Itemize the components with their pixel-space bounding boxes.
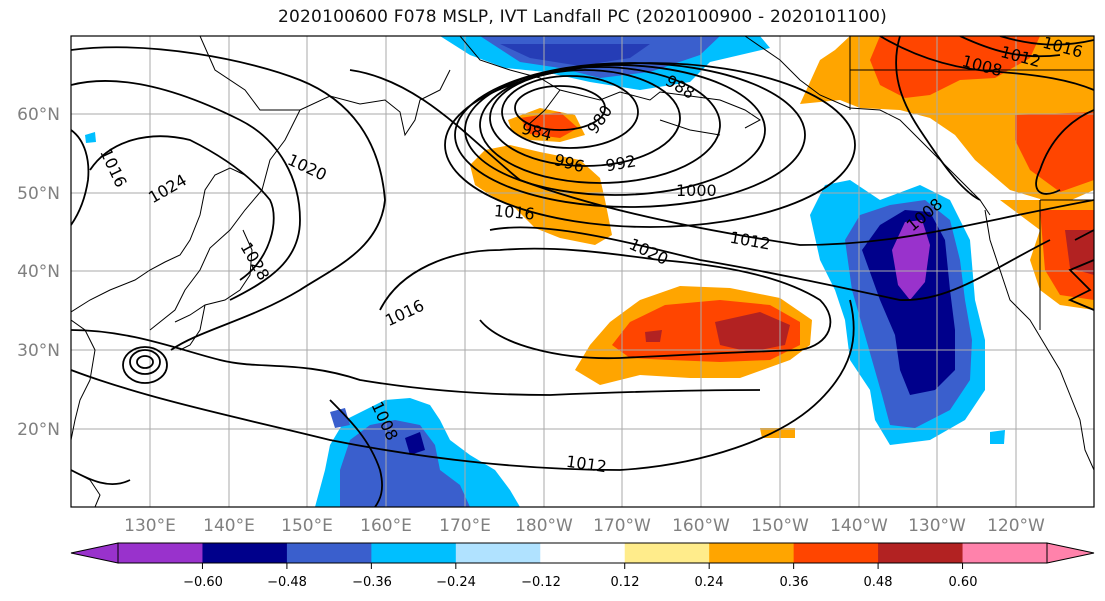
ivt-positive-region — [470, 145, 612, 245]
ivt-negative-region — [862, 210, 955, 395]
ivt-positive-region — [715, 312, 790, 352]
latitude-label: 30°N — [17, 341, 60, 361]
longitude-label: 150°E — [281, 516, 333, 536]
longitude-label: 140°W — [830, 516, 888, 536]
colorbar-segment — [624, 543, 710, 563]
colorbar-segment — [709, 543, 795, 563]
colorbar-segment — [371, 543, 457, 563]
ivt-negative-region — [500, 44, 650, 66]
ivt-negative-region — [85, 132, 96, 143]
colorbar-segment — [286, 543, 372, 563]
map-frame — [70, 35, 1095, 508]
colorbar-segment — [455, 543, 541, 563]
ivt-negative-region — [405, 432, 425, 455]
longitude-label: 120°W — [987, 516, 1045, 536]
colorbar-label: −0.24 — [436, 575, 476, 590]
ivt-positive-region — [800, 36, 1094, 205]
colorbar-extend-low — [70, 542, 119, 564]
colorbar-ticks — [201, 563, 964, 569]
longitude-label: 170°E — [439, 516, 491, 536]
longitude-label: 160°W — [672, 516, 730, 536]
colorbar-label: −0.12 — [521, 575, 561, 590]
latitude-label: 40°N — [17, 262, 60, 282]
colorbar-segment — [202, 543, 288, 563]
ivt-positive-region — [870, 36, 1040, 98]
latitude-label: 20°N — [17, 420, 60, 440]
ivt-negative-region — [990, 430, 1005, 444]
graticule — [71, 36, 1094, 507]
figure-title: 2020100600 F078 MSLP, IVT Landfall PC (2… — [278, 7, 887, 27]
ivt-negative-region — [340, 420, 470, 507]
colorbar-extend-high — [1046, 542, 1095, 564]
longitude-label: 150°W — [751, 516, 809, 536]
ivt-negative-region — [330, 408, 350, 428]
colorbar: −0.60 −0.48 −0.36 −0.24 −0.12 0.12 0.24 … — [70, 542, 1095, 590]
colorbar-label: −0.36 — [352, 575, 392, 590]
colorbar-labels: −0.60 −0.48 −0.36 −0.24 −0.12 0.12 0.24 … — [183, 575, 977, 590]
ivt-negative-region — [892, 220, 930, 300]
ivt-positive-region — [1015, 112, 1094, 192]
longitude-label: 160°E — [360, 516, 412, 536]
latitude-label: 50°N — [17, 184, 60, 204]
colorbar-label: 0.12 — [611, 575, 640, 590]
longitude-label: 130°E — [124, 516, 176, 536]
colorbar-frame — [117, 542, 1048, 564]
colorbar-segment — [118, 543, 203, 563]
colorbar-label: −0.48 — [267, 575, 307, 590]
isobar-label: 1000 — [676, 181, 717, 200]
ivt-positive-region — [645, 330, 662, 342]
ivt-shading-layer — [85, 36, 1094, 507]
colorbar-label: 0.36 — [780, 575, 809, 590]
colorbar-segment — [878, 543, 964, 563]
longitude-labels: 130°E 140°E 150°E 160°E 170°E 180°W 170°… — [124, 516, 1045, 536]
title-bar: 2020100600 F078 MSLP, IVT Landfall PC (2… — [0, 0, 1105, 34]
colorbar-segment — [962, 543, 1048, 563]
coastlines — [71, 36, 1094, 507]
colorbar-segment — [793, 543, 879, 563]
isobar-label: 1016 — [493, 201, 535, 223]
longitude-label: 130°W — [908, 516, 966, 536]
latitude-labels: 60°N 50°N 40°N 30°N 20°N — [17, 105, 60, 440]
colorbar-label: −0.60 — [183, 575, 223, 590]
longitude-label: 140°E — [203, 516, 255, 536]
colorbar-segment — [540, 543, 626, 563]
colorbar-segments — [118, 543, 1048, 563]
mslp-isobars — [71, 36, 1094, 507]
ivt-positive-region — [520, 112, 578, 138]
latitude-label: 60°N — [17, 105, 60, 125]
colorbar-label: 0.24 — [695, 575, 724, 590]
colorbar-label: 0.48 — [864, 575, 893, 590]
longitude-label: 180°W — [515, 516, 573, 536]
longitude-label: 170°W — [593, 516, 651, 536]
colorbar-label: 0.60 — [949, 575, 978, 590]
